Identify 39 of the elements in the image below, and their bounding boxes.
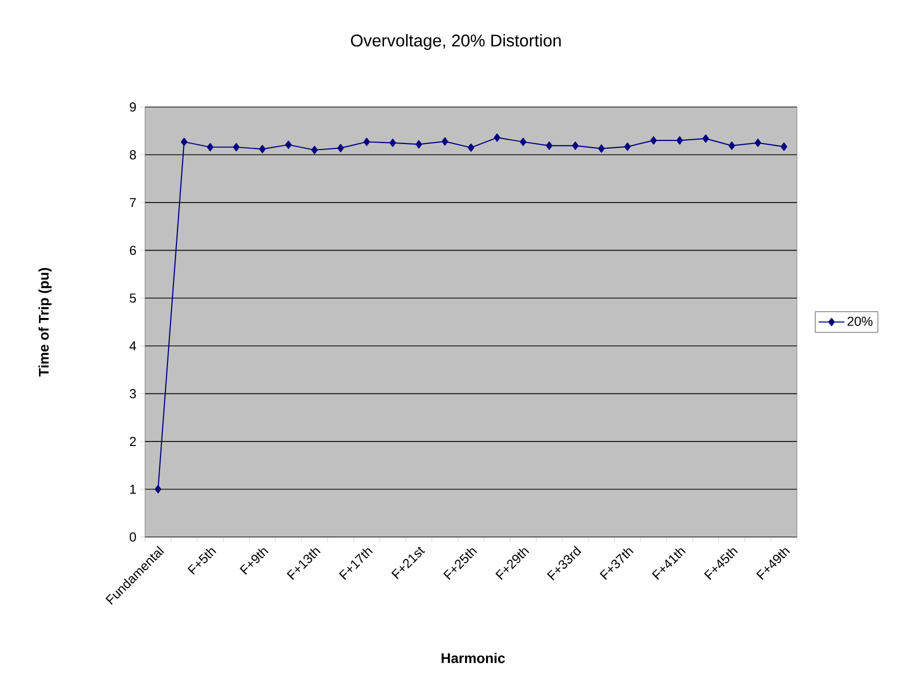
point [702,134,709,143]
point [337,144,344,152]
y-tick-label: 0 [130,532,136,542]
point [233,142,240,152]
point [468,143,474,152]
point [285,140,292,149]
point [259,144,266,154]
point [520,138,526,146]
point [624,142,631,151]
point [363,138,370,146]
y-axis-title: Time of Trip (pu) [38,268,52,377]
point [546,142,552,150]
point [416,140,422,148]
x-axis-title: Harmonic [442,652,505,664]
point [572,142,579,150]
point [754,138,762,147]
point [390,138,396,147]
y-tick-label: 3 [130,389,136,398]
y-tick-label: 8 [130,150,136,160]
point [442,137,448,146]
y-tick-label: 9 [130,102,136,112]
point [154,485,162,494]
chart-title: Overvoltage, 20% Distortion [350,34,561,50]
point [650,136,657,145]
legend-label: 20% [848,316,872,326]
y-tick-label: 6 [130,246,136,255]
y-tick-label: 7 [130,198,136,208]
point [206,142,214,152]
point [494,133,500,142]
point [676,136,683,145]
point [598,144,605,153]
y-tick-label: 2 [130,436,136,446]
point [311,146,318,154]
point [780,142,788,151]
point [180,138,188,146]
y-tick-label: 1 [130,484,136,494]
y-tick-label: 5 [130,294,136,303]
y-tick-label: 4 [130,341,136,350]
point [728,142,736,150]
